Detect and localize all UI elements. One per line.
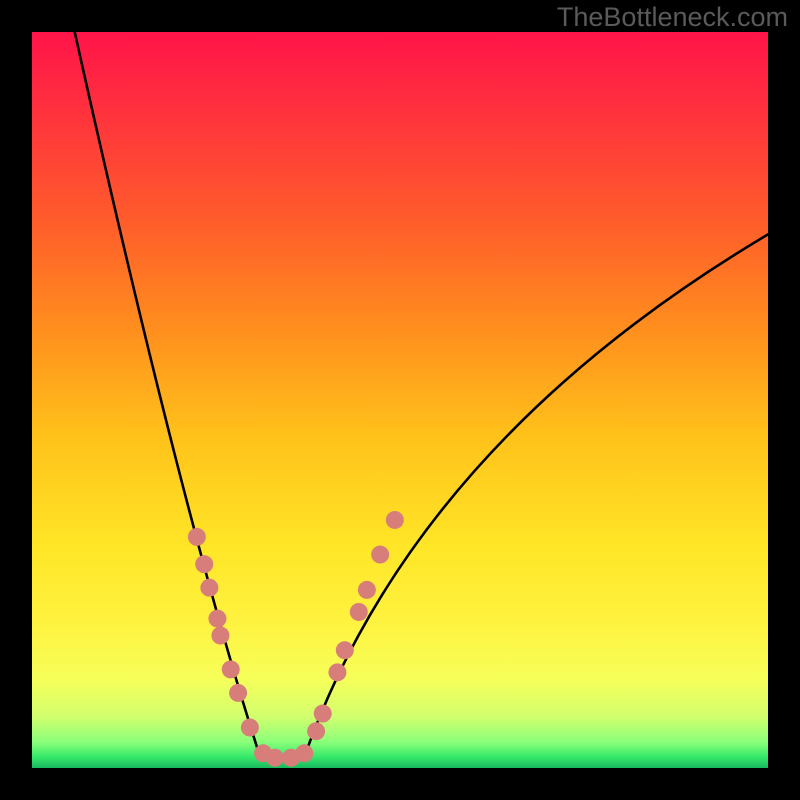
data-marker [241, 719, 259, 737]
data-marker [195, 555, 213, 573]
chart-stage: TheBottleneck.com [0, 0, 800, 800]
data-marker [211, 627, 229, 645]
data-marker [336, 641, 354, 659]
data-marker [350, 603, 368, 621]
data-marker [188, 528, 206, 546]
data-marker [200, 579, 218, 597]
data-marker [229, 684, 247, 702]
data-marker [222, 660, 240, 678]
data-marker [371, 546, 389, 564]
data-marker [307, 722, 325, 740]
watermark-text: TheBottleneck.com [557, 2, 788, 33]
data-marker [314, 705, 332, 723]
bottleneck-chart [32, 32, 768, 768]
gradient-background [32, 32, 768, 768]
data-marker [266, 749, 284, 767]
data-marker [295, 744, 313, 762]
data-marker [358, 581, 376, 599]
plot-area [32, 32, 768, 768]
data-marker [386, 511, 404, 529]
data-marker [328, 663, 346, 681]
data-marker [208, 610, 226, 628]
